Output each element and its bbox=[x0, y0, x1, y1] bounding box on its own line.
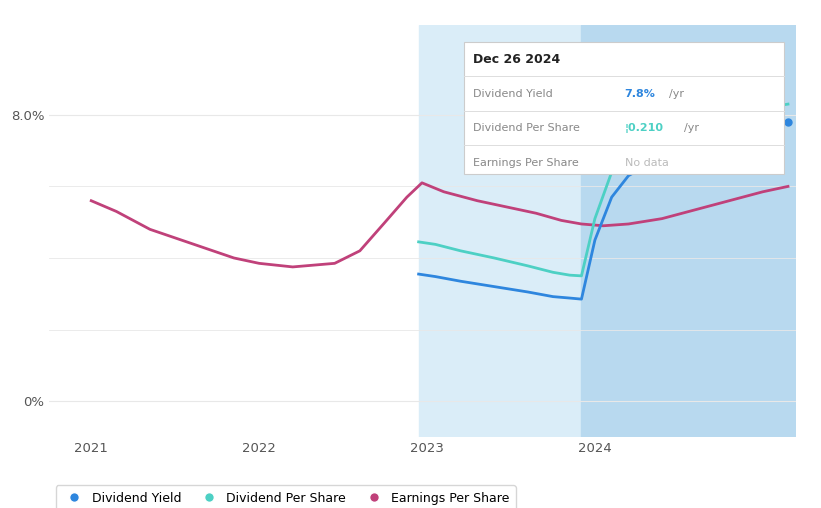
Text: Dividend Yield: Dividend Yield bbox=[473, 88, 553, 99]
Legend: Dividend Yield, Dividend Per Share, Earnings Per Share: Dividend Yield, Dividend Per Share, Earn… bbox=[56, 485, 516, 508]
Text: Dividend Per Share: Dividend Per Share bbox=[473, 123, 580, 133]
Bar bbox=[581, 25, 796, 437]
Text: No data: No data bbox=[625, 157, 668, 168]
Text: 7.8%: 7.8% bbox=[625, 88, 655, 99]
Text: ¦0.210: ¦0.210 bbox=[625, 123, 663, 133]
Text: Past: Past bbox=[586, 78, 610, 88]
Text: Dec 26 2024: Dec 26 2024 bbox=[473, 53, 560, 66]
Text: /yr: /yr bbox=[669, 88, 685, 99]
Text: /yr: /yr bbox=[685, 123, 699, 133]
FancyBboxPatch shape bbox=[464, 42, 784, 174]
Bar bbox=[419, 25, 581, 437]
Text: Earnings Per Share: Earnings Per Share bbox=[473, 157, 579, 168]
